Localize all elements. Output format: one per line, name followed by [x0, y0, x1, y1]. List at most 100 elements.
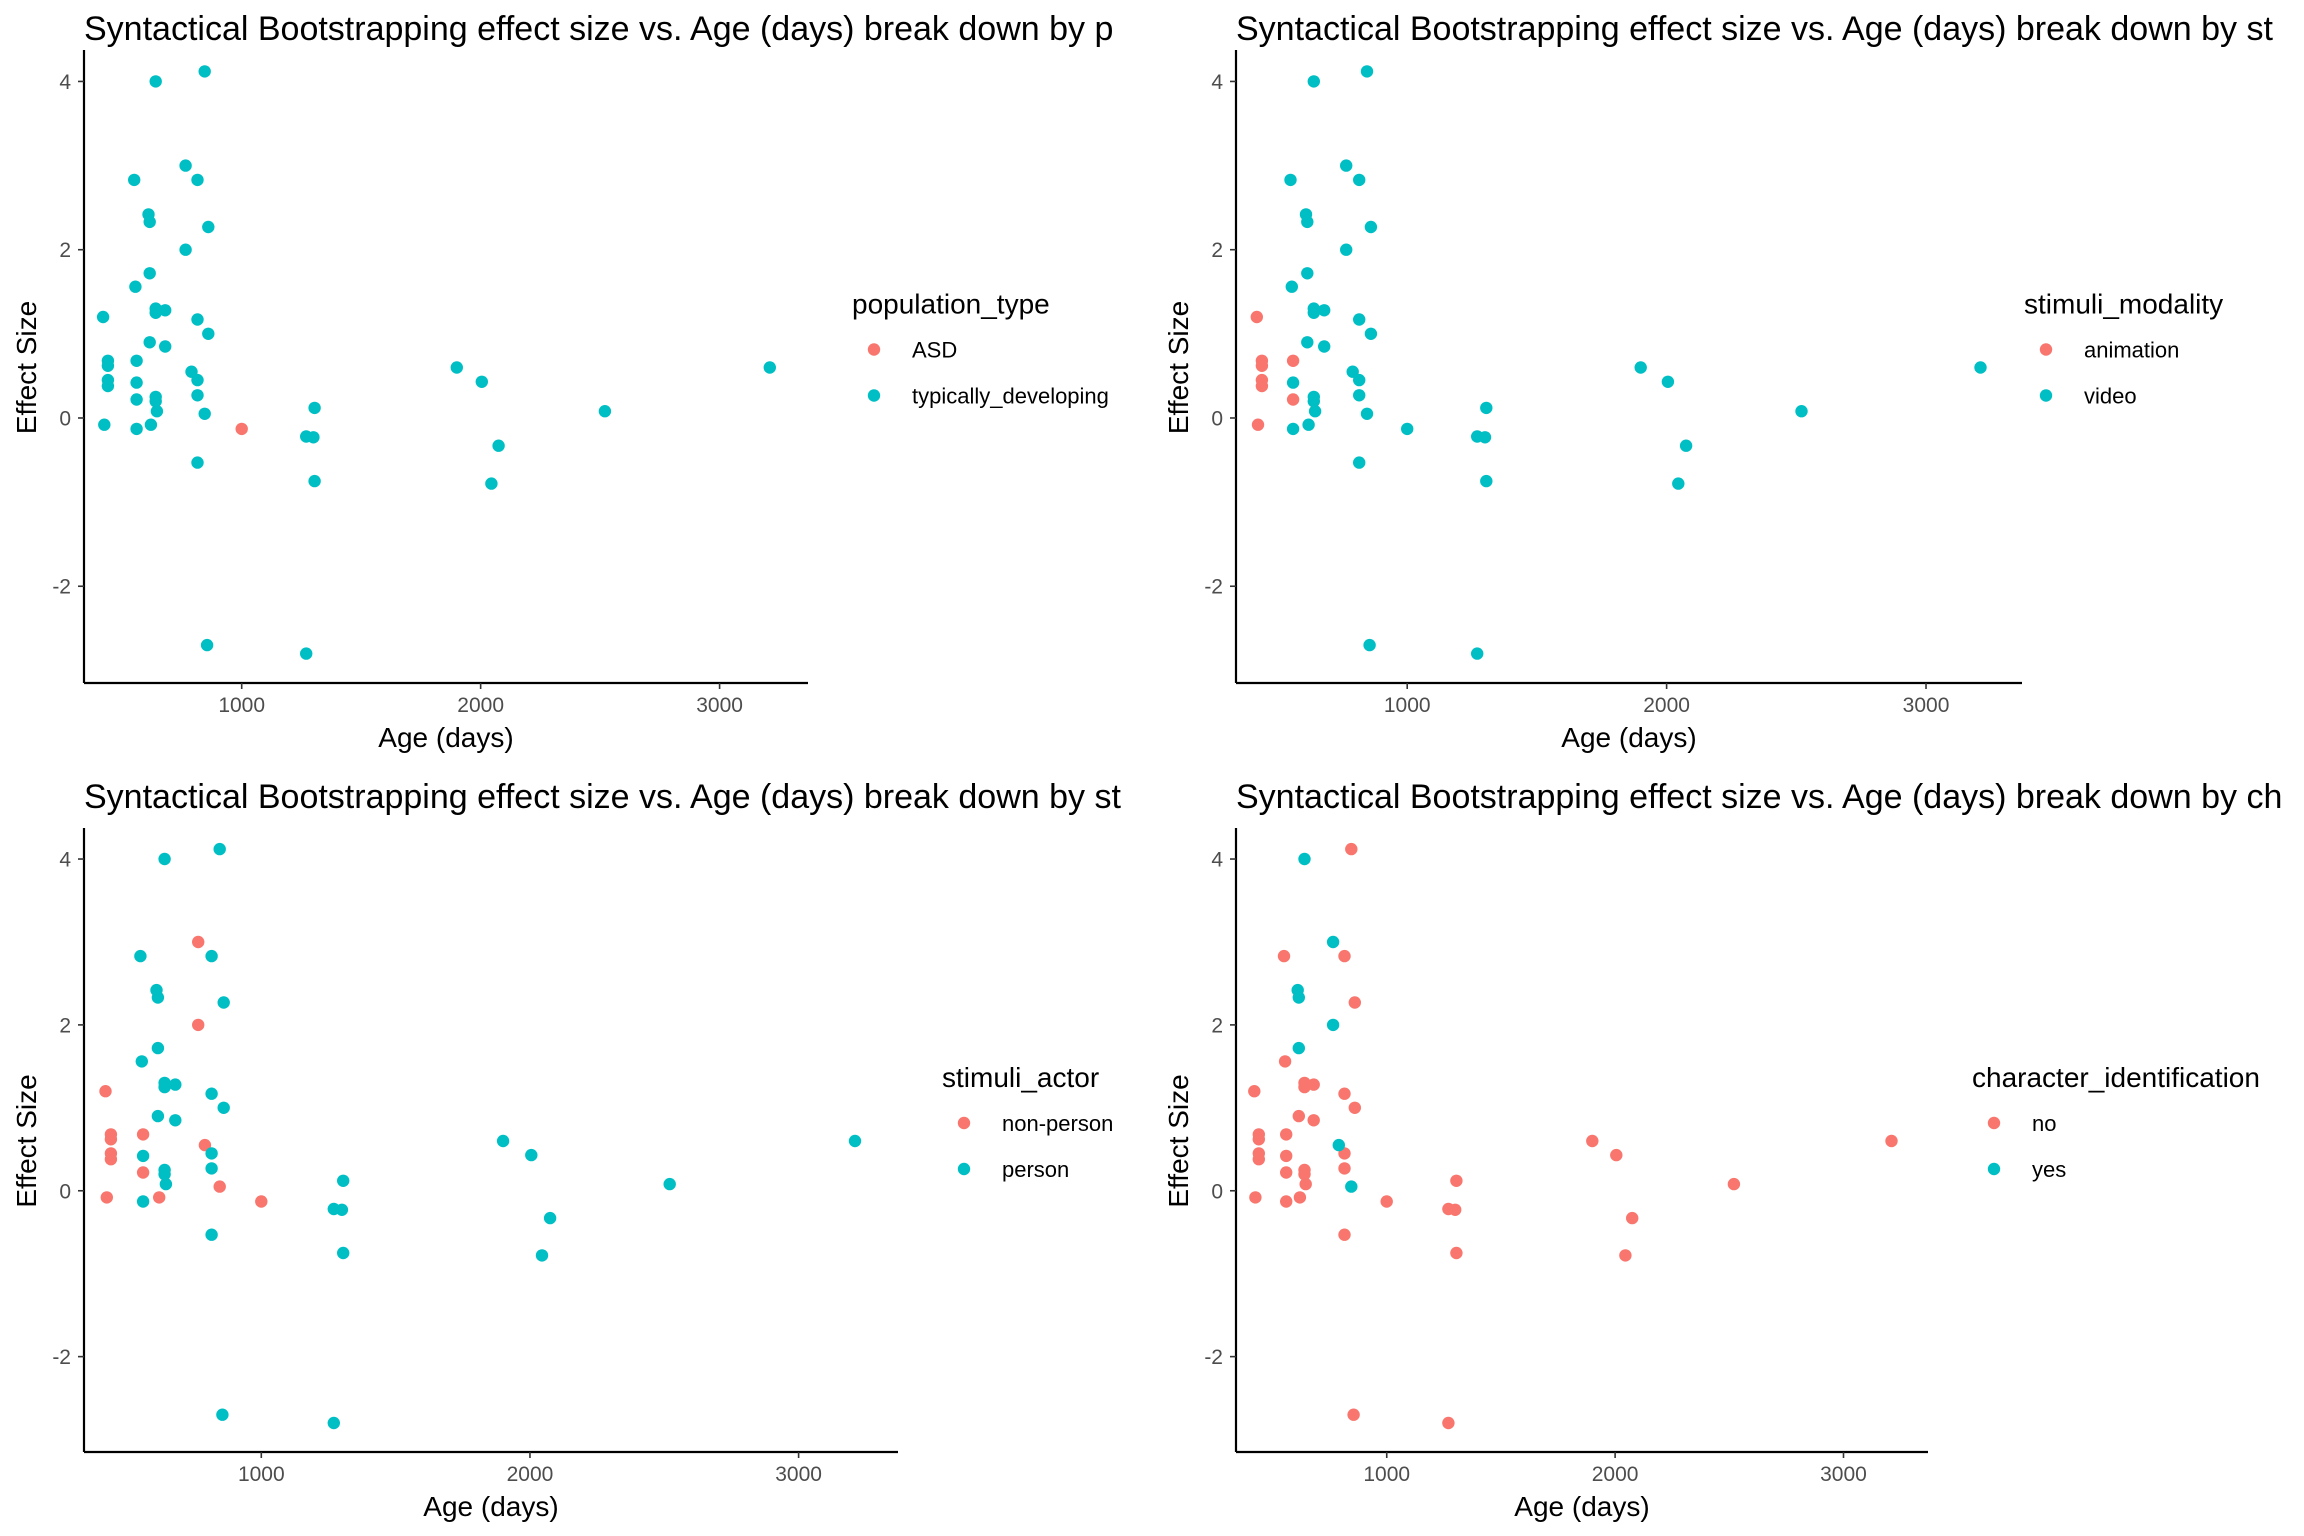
data-point	[100, 1191, 114, 1204]
data-point	[104, 1133, 118, 1146]
data-point	[1255, 359, 1269, 372]
data-point	[136, 1149, 150, 1163]
data-point	[150, 405, 164, 418]
y-tick-label: 0	[1211, 1180, 1223, 1203]
legend-label: video	[2084, 384, 2137, 409]
data-point	[1318, 304, 1331, 317]
x-tick-label: 3000	[696, 694, 743, 717]
data-point	[98, 418, 111, 431]
series-1	[1248, 842, 1898, 1430]
x-tick-label: 1000	[238, 1463, 285, 1486]
data-point	[1299, 1177, 1312, 1191]
data-point	[1307, 306, 1321, 319]
x-tick-label: 1000	[218, 694, 265, 717]
x-axis-label: Age (days)	[423, 1491, 558, 1522]
legend: stimuli_actor non-person person	[942, 1062, 1113, 1182]
data-point	[1401, 422, 1414, 436]
data-point	[1345, 1180, 1358, 1193]
data-point	[134, 949, 147, 963]
data-point	[169, 1078, 182, 1091]
data-point	[1478, 431, 1492, 444]
data-point	[151, 991, 165, 1004]
data-point	[1298, 1168, 1311, 1181]
y-tick-label: 4	[59, 71, 71, 94]
data-point	[1293, 1191, 1307, 1204]
data-point	[205, 1228, 218, 1241]
data-point	[337, 1174, 350, 1188]
data-point	[1292, 1041, 1306, 1055]
legend-key	[2039, 343, 2053, 356]
data-point	[450, 361, 463, 374]
data-point	[1364, 327, 1378, 340]
data-point	[1280, 1166, 1293, 1179]
data-point	[1661, 375, 1675, 388]
data-point	[1255, 379, 1269, 393]
legend-label: no	[2032, 1111, 2056, 1136]
legend-title: stimuli_actor	[942, 1062, 1099, 1093]
legend-key	[867, 389, 881, 402]
data-point	[1340, 243, 1353, 256]
data-point	[213, 842, 226, 856]
y-tick-label: 4	[1211, 71, 1223, 94]
chart-title: Syntactical Bootstrapping effect size vs…	[1236, 778, 2282, 816]
data-point	[1480, 401, 1493, 415]
data-point	[337, 1246, 350, 1260]
y-tick-label: 2	[1211, 239, 1223, 262]
data-point	[1249, 1191, 1262, 1204]
data-point	[143, 215, 156, 229]
data-point	[191, 389, 204, 402]
data-point	[1278, 1055, 1292, 1068]
data-point	[308, 401, 321, 415]
y-tick-label: 4	[59, 849, 71, 872]
x-axis-label: Age (days)	[1561, 722, 1696, 753]
data-point	[1340, 159, 1353, 172]
data-point	[1326, 1018, 1340, 1032]
x-tick-label: 3000	[1820, 1463, 1867, 1486]
data-point	[159, 304, 172, 317]
data-point	[1338, 1162, 1351, 1175]
data-point	[104, 1153, 118, 1166]
data-point	[191, 373, 204, 387]
data-point	[1252, 1133, 1266, 1146]
data-point	[535, 1249, 549, 1262]
data-point	[1280, 1128, 1293, 1141]
data-point	[179, 243, 192, 256]
x-axis-label: Age (days)	[1514, 1491, 1649, 1522]
chart-title: Syntactical Bootstrapping effect size vs…	[84, 778, 1121, 816]
data-point	[1795, 405, 1808, 418]
data-point	[1672, 477, 1685, 490]
series-2	[1284, 65, 1987, 660]
data-point	[1480, 474, 1493, 488]
x-tick-label: 2000	[1643, 694, 1690, 717]
chart-panel-2: Syntactical Bootstrapping effect size vs…	[1163, 10, 2273, 753]
data-point	[1277, 949, 1291, 963]
data-point	[149, 395, 162, 408]
series-1	[1250, 310, 1300, 431]
data-point	[1318, 340, 1331, 353]
series-2	[1291, 852, 1358, 1193]
data-point	[598, 405, 612, 418]
legend-label: animation	[2084, 338, 2179, 363]
data-point	[101, 359, 115, 372]
data-point	[1307, 1114, 1320, 1127]
series-2	[96, 65, 776, 660]
data-point	[1974, 361, 1987, 374]
chart-panel-3: Syntactical Bootstrapping effect size vs…	[11, 778, 1121, 1522]
data-point	[1345, 842, 1358, 856]
data-point	[1251, 418, 1265, 431]
data-point	[205, 1087, 218, 1100]
x-tick-label: 3000	[1903, 694, 1950, 717]
data-point	[159, 1177, 173, 1191]
data-point	[169, 1114, 182, 1127]
data-point	[1679, 439, 1693, 452]
y-tick-label: -2	[52, 1346, 71, 1369]
data-point	[202, 327, 215, 340]
y-axis-label: Effect Size	[1163, 1074, 1194, 1207]
data-point	[1286, 393, 1300, 406]
chart-panel-1: Syntactical Bootstrapping effect size vs…	[11, 10, 1113, 753]
data-point	[1471, 647, 1484, 660]
y-tick-label: 2	[59, 1014, 71, 1037]
data-point	[198, 1138, 212, 1152]
data-point	[129, 280, 142, 293]
